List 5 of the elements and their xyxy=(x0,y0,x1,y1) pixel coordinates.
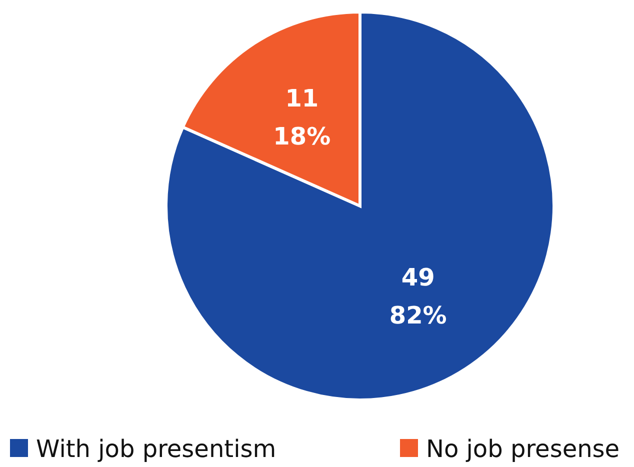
legend-label: With job presentism xyxy=(36,435,276,463)
data-label: 49 82% xyxy=(389,263,447,330)
data-label: 11 18% xyxy=(273,84,331,151)
legend-label: No job presense xyxy=(426,435,620,463)
pie-slice xyxy=(164,10,556,402)
